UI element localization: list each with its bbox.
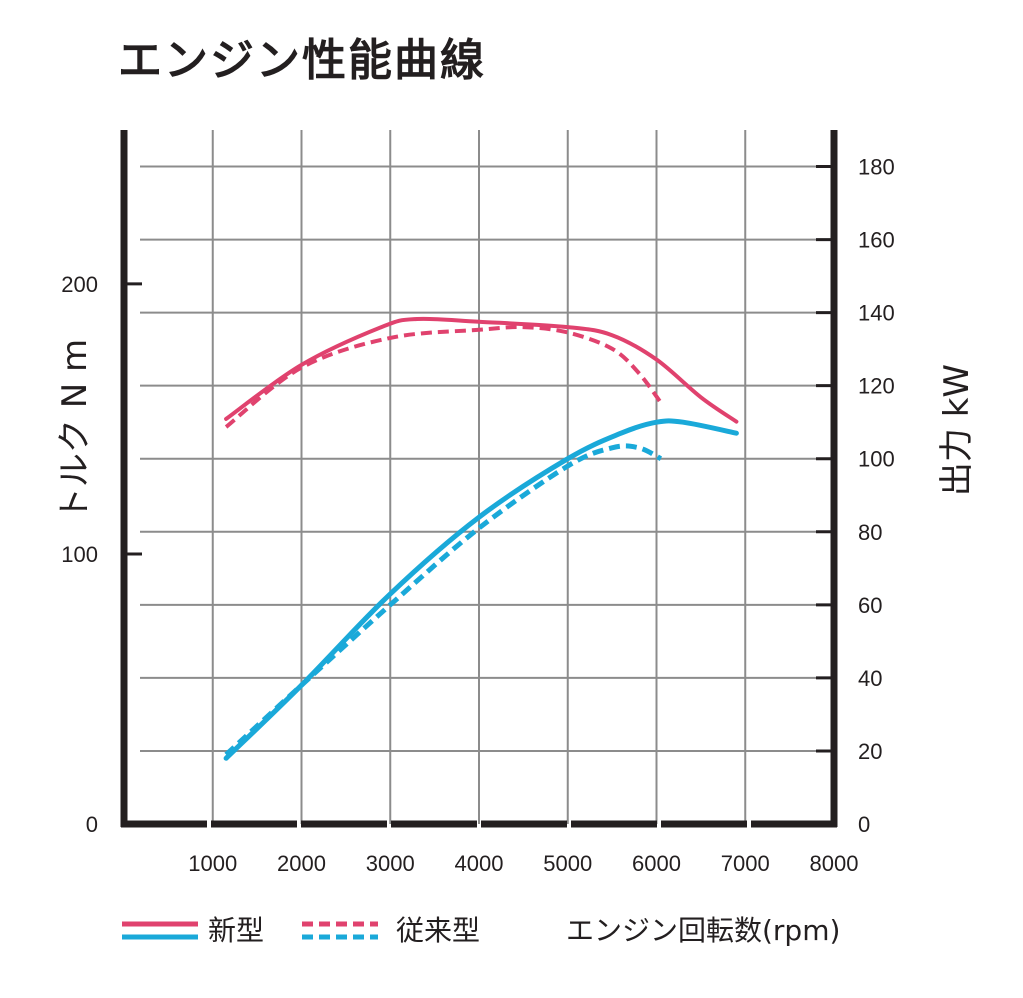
left-tick-label-100: 100 (61, 542, 98, 567)
right-tick-label-140: 140 (858, 301, 895, 326)
x-tick-label-4000: 4000 (455, 851, 504, 876)
right-tick-label-40: 40 (858, 666, 882, 691)
right-tick-label-20: 20 (858, 739, 882, 764)
x-tick-label-6000: 6000 (632, 851, 681, 876)
right-tick-label-180: 180 (858, 155, 895, 180)
legend: 新型 従来型 (122, 914, 480, 947)
right-tick-label-0: 0 (858, 812, 870, 837)
legend-old-label: 従来型 (396, 914, 480, 947)
left-tick-label-0: 0 (86, 812, 98, 837)
x-tick-label-5000: 5000 (543, 851, 592, 876)
right-tick-label-100: 100 (858, 447, 895, 472)
right-tick-label-80: 80 (858, 520, 882, 545)
series-layer (223, 316, 739, 761)
chart-title: エンジン性能曲線 (118, 35, 486, 86)
series-line-old-power (224, 443, 663, 757)
legend-new-label: 新型 (208, 914, 264, 947)
left-tick-label-200: 200 (61, 272, 98, 297)
x-tick-label-1000: 1000 (188, 851, 237, 876)
series-line-new-power (223, 418, 739, 761)
axes-layer (120, 130, 838, 828)
x-tick-label-3000: 3000 (366, 851, 415, 876)
series-line-old-torque (224, 325, 663, 429)
left-axis-title: トルク N m (55, 339, 95, 521)
x-tick-label-8000: 8000 (810, 851, 859, 876)
right-tick-label-160: 160 (858, 228, 895, 253)
series-line-new-torque (224, 316, 739, 424)
right-tick-label-60: 60 (858, 593, 882, 618)
right-axis-title: 出力 kW (937, 364, 977, 496)
x-axis-title: エンジン回転数(rpm) (566, 914, 840, 947)
x-tick-label-7000: 7000 (721, 851, 770, 876)
grid-layer (140, 130, 820, 824)
right-tick-label-120: 120 (858, 374, 895, 399)
x-tick-label-2000: 2000 (277, 851, 326, 876)
